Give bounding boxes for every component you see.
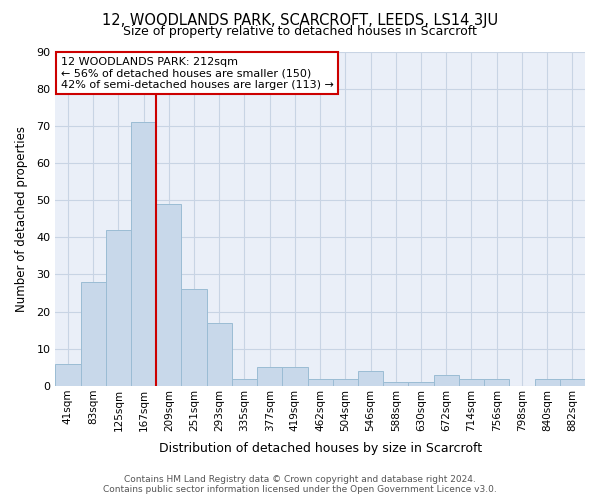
Bar: [333, 378, 358, 386]
Text: Size of property relative to detached houses in Scarcroft: Size of property relative to detached ho…: [123, 25, 477, 38]
Bar: [383, 382, 409, 386]
Text: 12 WOODLANDS PARK: 212sqm
← 56% of detached houses are smaller (150)
42% of semi: 12 WOODLANDS PARK: 212sqm ← 56% of detac…: [61, 56, 334, 90]
Y-axis label: Number of detached properties: Number of detached properties: [15, 126, 28, 312]
Bar: [560, 378, 585, 386]
Bar: [257, 368, 283, 386]
Bar: [106, 230, 131, 386]
Bar: [55, 364, 80, 386]
Bar: [409, 382, 434, 386]
Text: Contains HM Land Registry data © Crown copyright and database right 2024.
Contai: Contains HM Land Registry data © Crown c…: [103, 474, 497, 494]
Bar: [131, 122, 156, 386]
Text: 12, WOODLANDS PARK, SCARCROFT, LEEDS, LS14 3JU: 12, WOODLANDS PARK, SCARCROFT, LEEDS, LS…: [102, 12, 498, 28]
Bar: [459, 378, 484, 386]
Bar: [484, 378, 509, 386]
Bar: [308, 378, 333, 386]
Bar: [181, 290, 206, 386]
Bar: [156, 204, 181, 386]
Bar: [358, 371, 383, 386]
Bar: [80, 282, 106, 386]
Bar: [535, 378, 560, 386]
Bar: [283, 368, 308, 386]
X-axis label: Distribution of detached houses by size in Scarcroft: Distribution of detached houses by size …: [158, 442, 482, 455]
Bar: [206, 323, 232, 386]
Bar: [434, 375, 459, 386]
Bar: [232, 378, 257, 386]
